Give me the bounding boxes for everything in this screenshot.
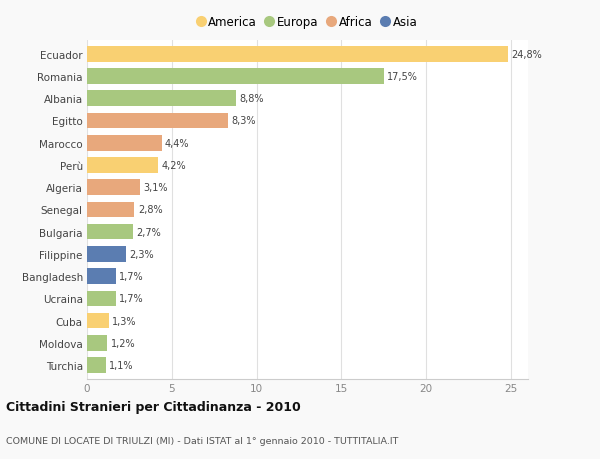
Bar — [87, 313, 109, 329]
Text: 1,3%: 1,3% — [112, 316, 137, 326]
Bar — [87, 180, 140, 196]
Bar — [87, 269, 116, 284]
Bar — [87, 47, 508, 62]
Text: 3,1%: 3,1% — [143, 183, 167, 193]
Text: Cittadini Stranieri per Cittadinanza - 2010: Cittadini Stranieri per Cittadinanza - 2… — [6, 400, 301, 413]
Bar — [87, 224, 133, 240]
Text: 17,5%: 17,5% — [387, 72, 418, 82]
Bar — [87, 358, 106, 373]
Text: 2,3%: 2,3% — [130, 249, 154, 259]
Bar — [87, 246, 126, 262]
Bar — [87, 136, 161, 151]
Bar — [87, 202, 134, 218]
Text: 1,7%: 1,7% — [119, 272, 144, 281]
Text: 1,7%: 1,7% — [119, 294, 144, 304]
Text: COMUNE DI LOCATE DI TRIULZI (MI) - Dati ISTAT al 1° gennaio 2010 - TUTTITALIA.IT: COMUNE DI LOCATE DI TRIULZI (MI) - Dati … — [6, 436, 398, 445]
Text: 4,2%: 4,2% — [161, 161, 186, 171]
Text: 2,7%: 2,7% — [136, 227, 161, 237]
Text: 4,4%: 4,4% — [165, 139, 190, 148]
Legend: America, Europa, Africa, Asia: America, Europa, Africa, Asia — [196, 13, 419, 31]
Bar — [87, 291, 116, 307]
Bar — [87, 113, 228, 129]
Text: 1,2%: 1,2% — [111, 338, 136, 348]
Bar — [87, 91, 236, 107]
Text: 2,8%: 2,8% — [138, 205, 163, 215]
Bar — [87, 69, 384, 84]
Bar — [87, 336, 107, 351]
Text: 24,8%: 24,8% — [511, 50, 542, 60]
Text: 1,1%: 1,1% — [109, 360, 134, 370]
Text: 8,3%: 8,3% — [231, 116, 256, 126]
Text: 8,8%: 8,8% — [239, 94, 264, 104]
Bar — [87, 158, 158, 174]
